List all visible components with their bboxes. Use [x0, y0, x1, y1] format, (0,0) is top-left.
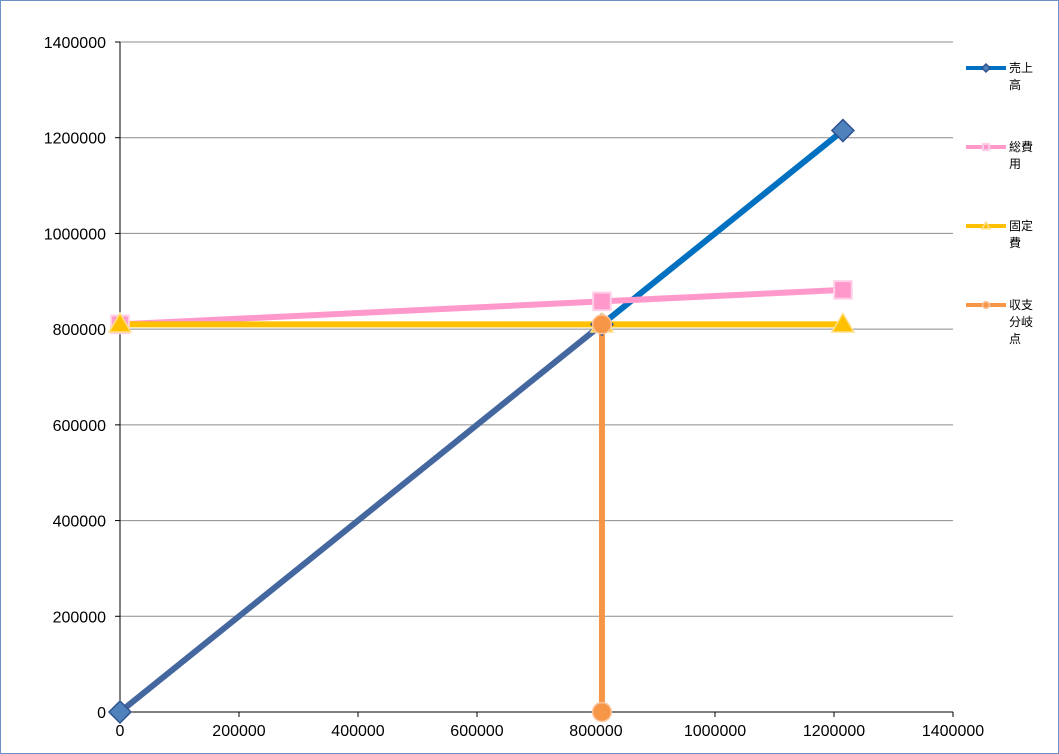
legend-label: 固定費: [1009, 218, 1033, 250]
legend-label: 売上高: [1009, 60, 1033, 92]
data-point: [591, 314, 613, 335]
legend-label: 収支分岐点: [1009, 298, 1033, 346]
series-line: [598, 127, 846, 328]
y-tick-label: 400000: [53, 514, 106, 531]
y-tick-label: 1000000: [44, 226, 106, 243]
data-point: [830, 118, 855, 143]
x-tick-label: 800000: [569, 723, 622, 740]
x-tick-label: 1200000: [803, 723, 865, 740]
y-tick-label: 1200000: [44, 131, 106, 148]
x-tick-label: 0: [116, 723, 125, 740]
series-line: [598, 286, 846, 305]
series-line: [117, 321, 605, 715]
y-tick-label: 200000: [53, 609, 106, 626]
y-tick-label: 1400000: [44, 35, 106, 52]
data-point: [833, 280, 853, 300]
x-tick-label: 600000: [450, 723, 503, 740]
data-point: [981, 142, 991, 152]
y-tick-label: 800000: [53, 322, 106, 339]
x-tick-label: 1000000: [684, 723, 746, 740]
data-point: [592, 291, 612, 312]
series-markers: [107, 118, 856, 725]
data-point: [830, 311, 856, 333]
x-tick-label: 400000: [331, 723, 384, 740]
data-point: [981, 300, 991, 310]
x-tick-label: 1400000: [922, 723, 984, 740]
data-point: [107, 311, 133, 333]
series-line: [117, 298, 605, 328]
y-tick-label: 0: [97, 705, 106, 722]
data-point: [980, 220, 992, 230]
data-point: [980, 62, 992, 74]
series-lines: [117, 127, 846, 715]
legend-label: 総費用: [1009, 139, 1033, 171]
gridlines: [120, 41, 953, 617]
x-tick-label: 200000: [212, 723, 265, 740]
data-point: [107, 699, 133, 725]
x-axis-ticks: 0 200000 400000 600000 800000 1000000 1200000 1…: [116, 723, 985, 740]
y-tick-label: 600000: [53, 418, 106, 435]
y-axis-ticks: 0 200000 400000 600000 800000 1000000 1200000 1…: [44, 35, 106, 722]
data-point: [591, 701, 613, 723]
